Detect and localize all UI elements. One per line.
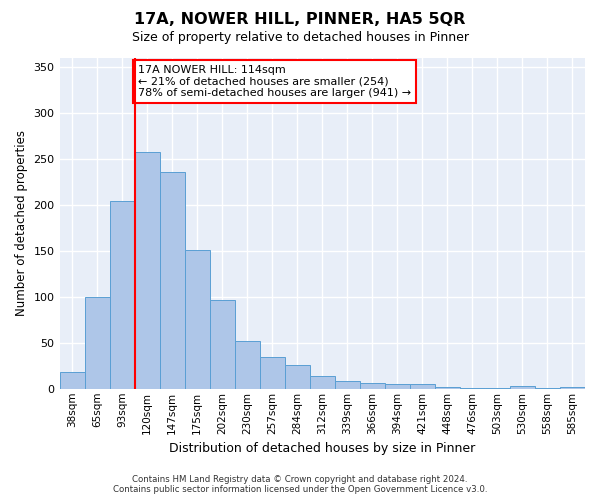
Bar: [485, 388, 510, 389]
Bar: [185, 250, 209, 389]
Text: Size of property relative to detached houses in Pinner: Size of property relative to detached ho…: [131, 31, 469, 44]
Bar: [285, 365, 310, 389]
Bar: [335, 382, 360, 389]
Bar: [535, 388, 560, 389]
Bar: [160, 172, 185, 389]
Bar: [560, 387, 585, 389]
Bar: [510, 386, 535, 389]
Bar: [209, 300, 235, 389]
Bar: [110, 201, 134, 389]
Bar: [435, 387, 460, 389]
Y-axis label: Number of detached properties: Number of detached properties: [15, 130, 28, 316]
Bar: [134, 152, 160, 389]
Bar: [385, 384, 410, 389]
Bar: [59, 372, 85, 389]
Bar: [410, 384, 435, 389]
Text: 17A, NOWER HILL, PINNER, HA5 5QR: 17A, NOWER HILL, PINNER, HA5 5QR: [134, 12, 466, 28]
Bar: [235, 341, 260, 389]
X-axis label: Distribution of detached houses by size in Pinner: Distribution of detached houses by size …: [169, 442, 475, 455]
Bar: [460, 388, 485, 389]
Bar: [260, 356, 285, 389]
Bar: [360, 383, 385, 389]
Text: Contains HM Land Registry data © Crown copyright and database right 2024.
Contai: Contains HM Land Registry data © Crown c…: [113, 474, 487, 494]
Bar: [310, 376, 335, 389]
Text: 17A NOWER HILL: 114sqm
← 21% of detached houses are smaller (254)
78% of semi-de: 17A NOWER HILL: 114sqm ← 21% of detached…: [139, 65, 412, 98]
Bar: [85, 296, 110, 389]
